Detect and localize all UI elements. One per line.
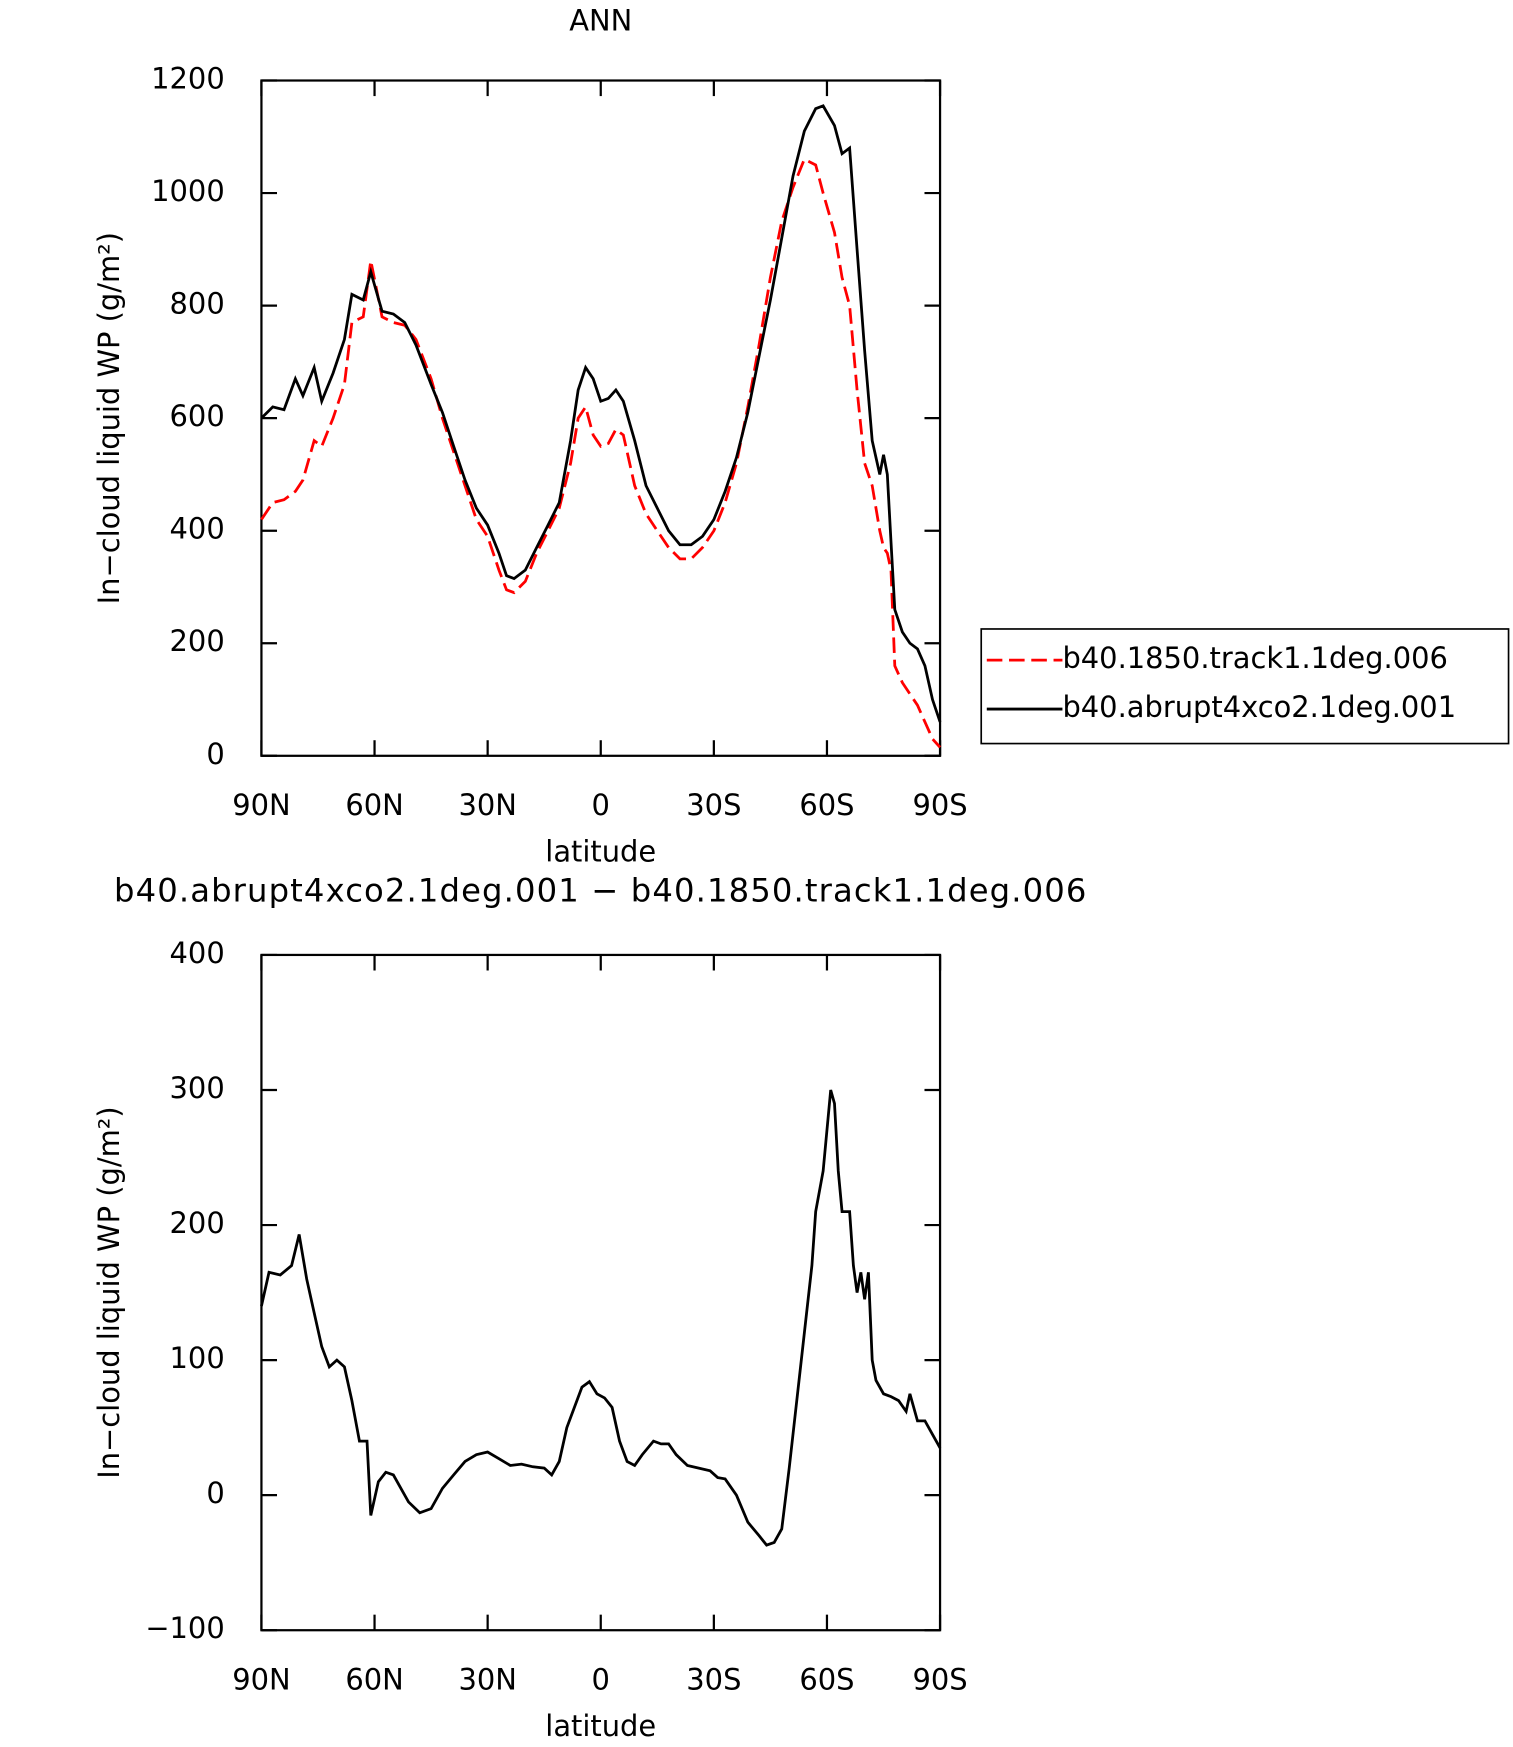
x-tick-label: 30S	[686, 788, 741, 822]
x-tick-label: 30S	[686, 1662, 741, 1696]
x-tick-label: 30N	[458, 1662, 516, 1696]
x-tick-label: 0	[592, 1662, 610, 1696]
legend-label: b40.1850.track1.1deg.006	[1062, 641, 1447, 675]
chart-title: ANN	[569, 4, 632, 38]
data-line	[260, 104, 942, 723]
x-tick-label: 90N	[232, 1662, 290, 1696]
y-tick-label: 400	[170, 936, 225, 970]
y-tick-label: 800	[170, 287, 225, 321]
y-axis-label: In−cloud liquid WP (g/m²)	[92, 1106, 126, 1478]
plot-frame	[260, 79, 942, 757]
x-tick-label: 60N	[345, 1662, 403, 1696]
y-tick-label: 1000	[151, 174, 225, 208]
y-tick-label: 400	[170, 512, 225, 546]
y-tick-label: 0	[206, 737, 224, 771]
y-tick-label: 600	[170, 399, 225, 433]
data-line	[260, 157, 942, 749]
plot-frame	[260, 953, 942, 1632]
x-tick-label: 60S	[799, 1662, 854, 1696]
x-tick-label: 60N	[345, 788, 403, 822]
x-tick-label: 90S	[912, 788, 967, 822]
chart-title: b40.abrupt4xco2.1deg.001 − b40.1850.trac…	[114, 872, 1087, 910]
x-axis-label: latitude	[545, 835, 656, 869]
y-tick-label: 1200	[151, 62, 225, 96]
x-tick-label: 0	[592, 788, 610, 822]
data-line	[260, 1089, 942, 1547]
y-tick-label: 200	[170, 1206, 225, 1240]
x-tick-label: 90N	[232, 788, 290, 822]
x-tick-label: 60S	[799, 788, 854, 822]
y-tick-label: 0	[206, 1476, 224, 1510]
y-axis-label: In−cloud liquid WP (g/m²)	[92, 232, 126, 604]
y-tick-label: 200	[170, 624, 225, 658]
x-tick-label: 90S	[912, 1662, 967, 1696]
x-axis-label: latitude	[545, 1709, 656, 1743]
y-tick-label: 100	[170, 1341, 225, 1375]
y-tick-label: −100	[145, 1611, 224, 1645]
legend-label: b40.abrupt4xco2.1deg.001	[1062, 690, 1456, 724]
legend-box	[980, 628, 1510, 745]
y-tick-label: 300	[170, 1071, 225, 1105]
x-tick-label: 30N	[458, 788, 516, 822]
